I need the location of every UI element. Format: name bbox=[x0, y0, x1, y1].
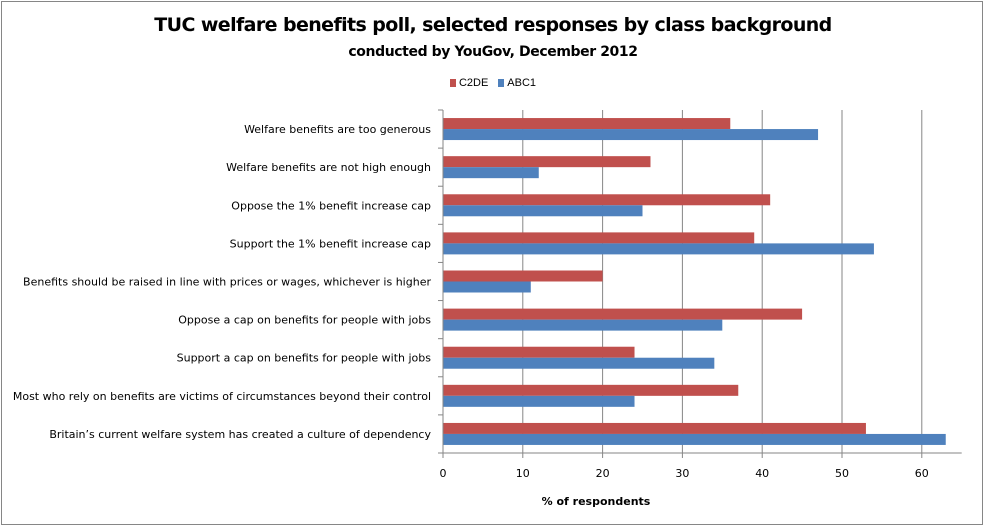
bar-abc1 bbox=[443, 433, 946, 445]
bar-abc1 bbox=[443, 357, 715, 369]
category-label: Britain’s current welfare system has cre… bbox=[49, 428, 431, 441]
bar-c2de bbox=[443, 156, 651, 168]
x-tick-label: 40 bbox=[755, 467, 769, 480]
legend-swatch-abc1 bbox=[498, 79, 505, 87]
bar-abc1 bbox=[443, 205, 643, 217]
x-tick-label: 20 bbox=[596, 467, 610, 480]
x-tick-label: 60 bbox=[915, 467, 929, 480]
bar-c2de bbox=[443, 194, 771, 206]
legend-label-abc1: ABC1 bbox=[507, 77, 537, 89]
category-label: Oppose the 1% benefit increase cap bbox=[231, 199, 431, 212]
bar-abc1 bbox=[443, 319, 723, 331]
bar-c2de bbox=[443, 422, 866, 434]
x-tick-label: 0 bbox=[440, 467, 447, 480]
bar-c2de bbox=[443, 232, 755, 244]
x-tick-label: 50 bbox=[835, 467, 849, 480]
legend-swatch-c2de bbox=[449, 79, 456, 87]
bar-c2de bbox=[443, 346, 635, 358]
category-label: Support the 1% benefit increase cap bbox=[230, 237, 431, 250]
legend: C2DE ABC1 bbox=[0, 77, 986, 89]
category-label: Oppose a cap on benefits for people with… bbox=[178, 314, 431, 327]
category-label: Most who rely on benefits are victims of… bbox=[13, 390, 431, 403]
x-tick-label: 30 bbox=[675, 467, 689, 480]
category-label: Benefits should be raised in line with p… bbox=[23, 276, 431, 289]
bar-c2de bbox=[443, 384, 739, 396]
bar-abc1 bbox=[443, 129, 819, 141]
category-label: Welfare benefits are not high enough bbox=[226, 161, 431, 174]
bar-abc1 bbox=[443, 281, 531, 293]
bar-c2de bbox=[443, 270, 603, 282]
bar-c2de bbox=[443, 308, 803, 320]
legend-item-abc1: ABC1 bbox=[498, 77, 536, 89]
category-label: Welfare benefits are too generous bbox=[244, 123, 431, 136]
chart-subtitle: conducted by YouGov, December 2012 bbox=[348, 44, 638, 60]
chart-title: TUC welfare benefits poll, selected resp… bbox=[154, 14, 832, 36]
bar-abc1 bbox=[443, 167, 539, 179]
legend-label-c2de: C2DE bbox=[458, 77, 489, 89]
x-tick-label: 10 bbox=[516, 467, 530, 480]
bar-c2de bbox=[443, 118, 731, 130]
category-label: Support a cap on benefits for people wit… bbox=[177, 352, 432, 365]
bar-abc1 bbox=[443, 243, 874, 255]
legend-item-c2de: C2DE bbox=[449, 77, 489, 89]
x-axis-title: % of respondents bbox=[542, 495, 651, 508]
bar-abc1 bbox=[443, 395, 635, 407]
